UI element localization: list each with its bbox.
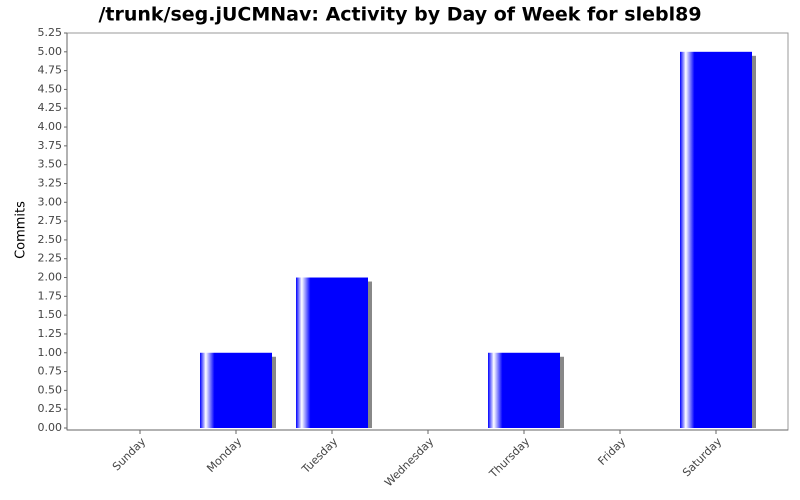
chart-title: /trunk/seg.jUCMNav: Activity by Day of W… [98,4,701,26]
y-axis-label: Commits [14,201,29,259]
x-tick-label: Wednesday [382,435,437,490]
y-tick-label: 0.25 [38,402,63,415]
x-tick-label: Tuesday [299,435,341,477]
plot-frame [66,32,789,431]
y-tick-label: 2.25 [38,252,63,265]
y-tick-label: 3.25 [38,176,63,189]
y-tick-label: 1.50 [38,308,63,321]
y-tick-label: 5.25 [38,26,63,39]
x-tick-label: Monday [204,435,244,475]
x-tick-label: Thursday [486,435,532,481]
y-tick-label: 4.75 [38,64,63,77]
x-tick-label: Friday [595,435,628,468]
x-tick-label: Saturday [680,435,725,480]
y-tick-label: 2.75 [38,214,63,227]
y-tick-label: 1.25 [38,327,63,340]
y-tick-label: 3.50 [38,158,63,171]
y-tick-label: 3.00 [38,195,63,208]
y-tick-label: 3.75 [38,139,63,152]
y-tick-label: 0.50 [38,383,63,396]
y-tick-label: 4.25 [38,101,63,114]
x-tick-label: Sunday [110,435,149,474]
y-tick-label: 0.00 [38,421,63,434]
y-tick-label: 1.75 [38,289,63,302]
y-tick-label: 1.00 [38,346,63,359]
y-tick-label: 5.00 [38,45,63,58]
bar [488,352,560,428]
bar [296,277,368,428]
bar [680,51,752,429]
y-tick-label: 2.50 [38,233,63,246]
y-tick-label: 2.00 [38,271,63,284]
bar [200,352,272,428]
y-tick-label: 0.75 [38,365,63,378]
y-tick-label: 4.00 [38,120,63,133]
y-tick-label: 4.50 [38,82,63,95]
